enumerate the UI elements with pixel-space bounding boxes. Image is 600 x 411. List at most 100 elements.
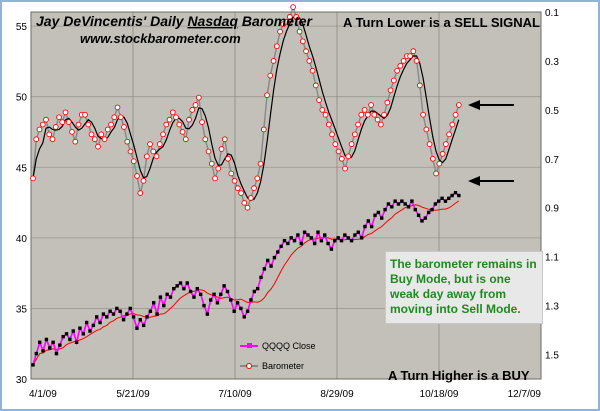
annotation-box: The barometer remains in Buy Mode, but i… [385,251,543,324]
legend: QQQQ Close Barometer [240,341,316,371]
point-barometer-70 [257,160,264,167]
point-barometer-56 [212,175,218,182]
point-qqqq-close-71 [269,264,273,268]
point-qqqq-close-94 [346,236,350,240]
point-barometer-109 [384,99,391,106]
point-barometer-53 [202,136,209,143]
point-qqqq-close-12 [71,329,75,333]
point-qqqq-close-59 [229,298,233,302]
point-qqqq-close-57 [222,284,226,288]
point-barometer-95 [338,155,345,162]
point-qqqq-close-69 [262,267,267,271]
point-qqqq-close-92 [339,238,344,243]
point-barometer-63 [234,185,241,192]
point-qqqq-close-77 [289,236,293,240]
point-qqqq-close-114 [413,207,417,212]
point-barometer-16 [82,111,88,118]
point-qqqq-close-98 [359,236,364,240]
point-qqqq-close-64 [245,309,250,313]
point-barometer-69 [254,175,261,182]
point-barometer-59 [221,136,228,143]
point-barometer-86 [309,67,316,74]
point-barometer-87 [312,82,319,89]
point-barometer-24 [108,121,114,128]
point-qqqq-close-80 [299,241,303,246]
point-barometer-33 [137,190,144,196]
point-qqqq-close-125 [450,193,454,198]
point-barometer-125 [436,160,443,167]
point-barometer-43 [169,109,176,116]
series-qqqq-close [31,190,461,367]
point-qqqq-close-99 [363,224,367,229]
y-right-tick-5: 1.1 [545,253,559,264]
point-qqqq-close-27 [121,318,126,322]
x-tick-0: 4/1/09 [29,389,57,400]
point-qqqq-close-120 [433,202,438,206]
arrows [468,100,514,186]
point-barometer-30 [127,148,134,155]
point-qqqq-close-76 [286,241,290,246]
y-left-tick-0: 30 [16,375,28,386]
point-barometer-5 [46,131,53,138]
point-barometer-107 [377,121,384,128]
point-barometer-93 [332,141,339,147]
x-tick-4: 10/18/09 [420,389,459,400]
point-qqqq-close-8 [58,343,62,347]
point-barometer-91 [325,121,332,128]
point-barometer-12 [69,129,75,135]
point-qqqq-close-21 [101,312,106,316]
point-barometer-90 [322,111,329,118]
point-qqqq-close-23 [108,309,112,313]
point-qqqq-close-116 [420,219,424,223]
legend-barometer: Barometer [262,361,304,371]
point-barometer-118 [413,58,420,64]
y-right-tick-7: 1.5 [545,351,559,362]
point-barometer-45 [176,121,183,128]
point-barometer-26 [114,104,121,111]
point-barometer-103 [364,111,371,118]
point-barometer-38 [153,153,160,160]
point-qqqq-close-104 [380,216,384,220]
point-barometer-67 [247,195,254,201]
point-barometer-94 [335,148,342,155]
point-qqqq-close-22 [105,315,109,319]
point-barometer-99 [351,131,358,138]
arrow-qqqq [468,176,514,186]
point-qqqq-close-25 [115,306,119,311]
point-barometer-92 [329,131,335,138]
point-barometer-32 [134,173,140,179]
point-barometer-21 [98,131,105,138]
point-qqqq-close-82 [306,233,310,237]
y-right-tick-2: 0.5 [545,106,559,117]
title-part-1: Jay DeVincentis' Daily [36,13,187,29]
y-left-tick-2: 40 [16,234,28,245]
point-qqqq-close-91 [336,236,340,240]
point-qqqq-close-41 [168,295,173,299]
point-barometer-25 [111,114,118,121]
point-barometer-31 [130,158,137,165]
point-barometer-122 [426,141,433,147]
point-qqqq-close-75 [282,238,287,243]
point-barometer-85 [306,58,313,64]
point-barometer-117 [410,48,417,54]
point-qqqq-close-30 [131,315,136,319]
y-right-tick-4: 0.9 [545,204,559,215]
point-qqqq-close-115 [416,213,421,217]
series-qqqq-close-average [32,200,460,366]
point-qqqq-close-84 [312,241,317,246]
point-qqqq-close-39 [162,303,166,308]
point-qqqq-close-11 [68,337,72,342]
point-barometer-88 [316,97,322,103]
point-qqqq-close-62 [239,306,243,311]
point-qqqq-close-101 [369,224,374,229]
point-qqqq-close-43 [175,284,179,288]
point-barometer-7 [52,124,59,130]
point-barometer-46 [179,129,186,135]
point-barometer-60 [225,155,231,162]
point-barometer-119 [416,82,423,89]
point-barometer-4 [43,116,49,123]
point-qqqq-close-123 [443,199,448,203]
point-qqqq-close-42 [172,286,176,291]
point-qqqq-close-109 [396,202,401,206]
point-qqqq-close-16 [84,320,89,325]
